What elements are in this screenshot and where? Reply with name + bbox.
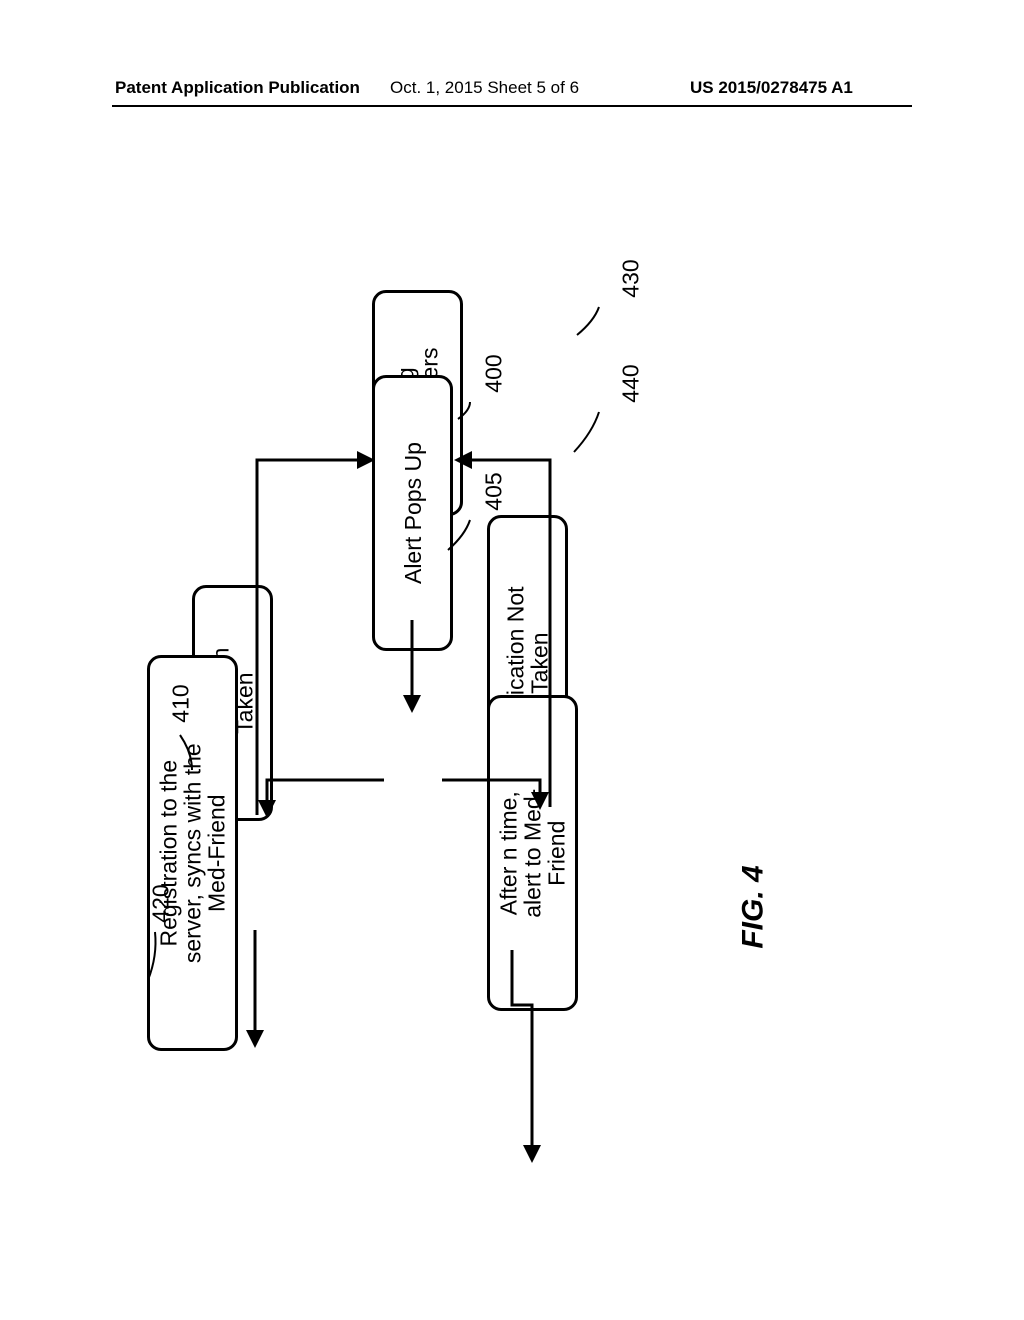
node-label: After n time, alert to Med- Friend	[496, 788, 568, 917]
ref-400: 400	[481, 354, 508, 392]
figure-label: FIG. 4	[737, 865, 771, 948]
ref-420: 420	[148, 884, 175, 922]
edge-n405-n410	[267, 780, 384, 815]
edge-n410-n400	[257, 460, 372, 815]
ref-410: 410	[168, 684, 195, 722]
node-alert-medfriend: After n time, alert to Med- Friend	[487, 695, 578, 1011]
header-rule	[112, 105, 912, 107]
leader-440	[574, 412, 599, 452]
leader-430	[577, 307, 599, 335]
node-label: Registration to the server, syncs with t…	[156, 743, 228, 963]
ref-405: 405	[481, 472, 508, 510]
diagram-canvas: Setting Reminders Alert Pops Up Medicati…	[112, 170, 912, 1230]
node-alert-pops-up: Alert Pops Up	[372, 375, 453, 651]
header-left-text: Patent Application Publication	[115, 78, 360, 98]
header-right-text: US 2015/0278475 A1	[690, 78, 853, 98]
ref-430: 430	[618, 259, 645, 297]
header-center-text: Oct. 1, 2015 Sheet 5 of 6	[390, 78, 579, 98]
ref-440: 440	[618, 364, 645, 402]
node-label: Alert Pops Up	[400, 442, 424, 584]
page-header: Patent Application Publication Oct. 1, 2…	[0, 78, 1024, 108]
page: Patent Application Publication Oct. 1, 2…	[0, 0, 1024, 1320]
